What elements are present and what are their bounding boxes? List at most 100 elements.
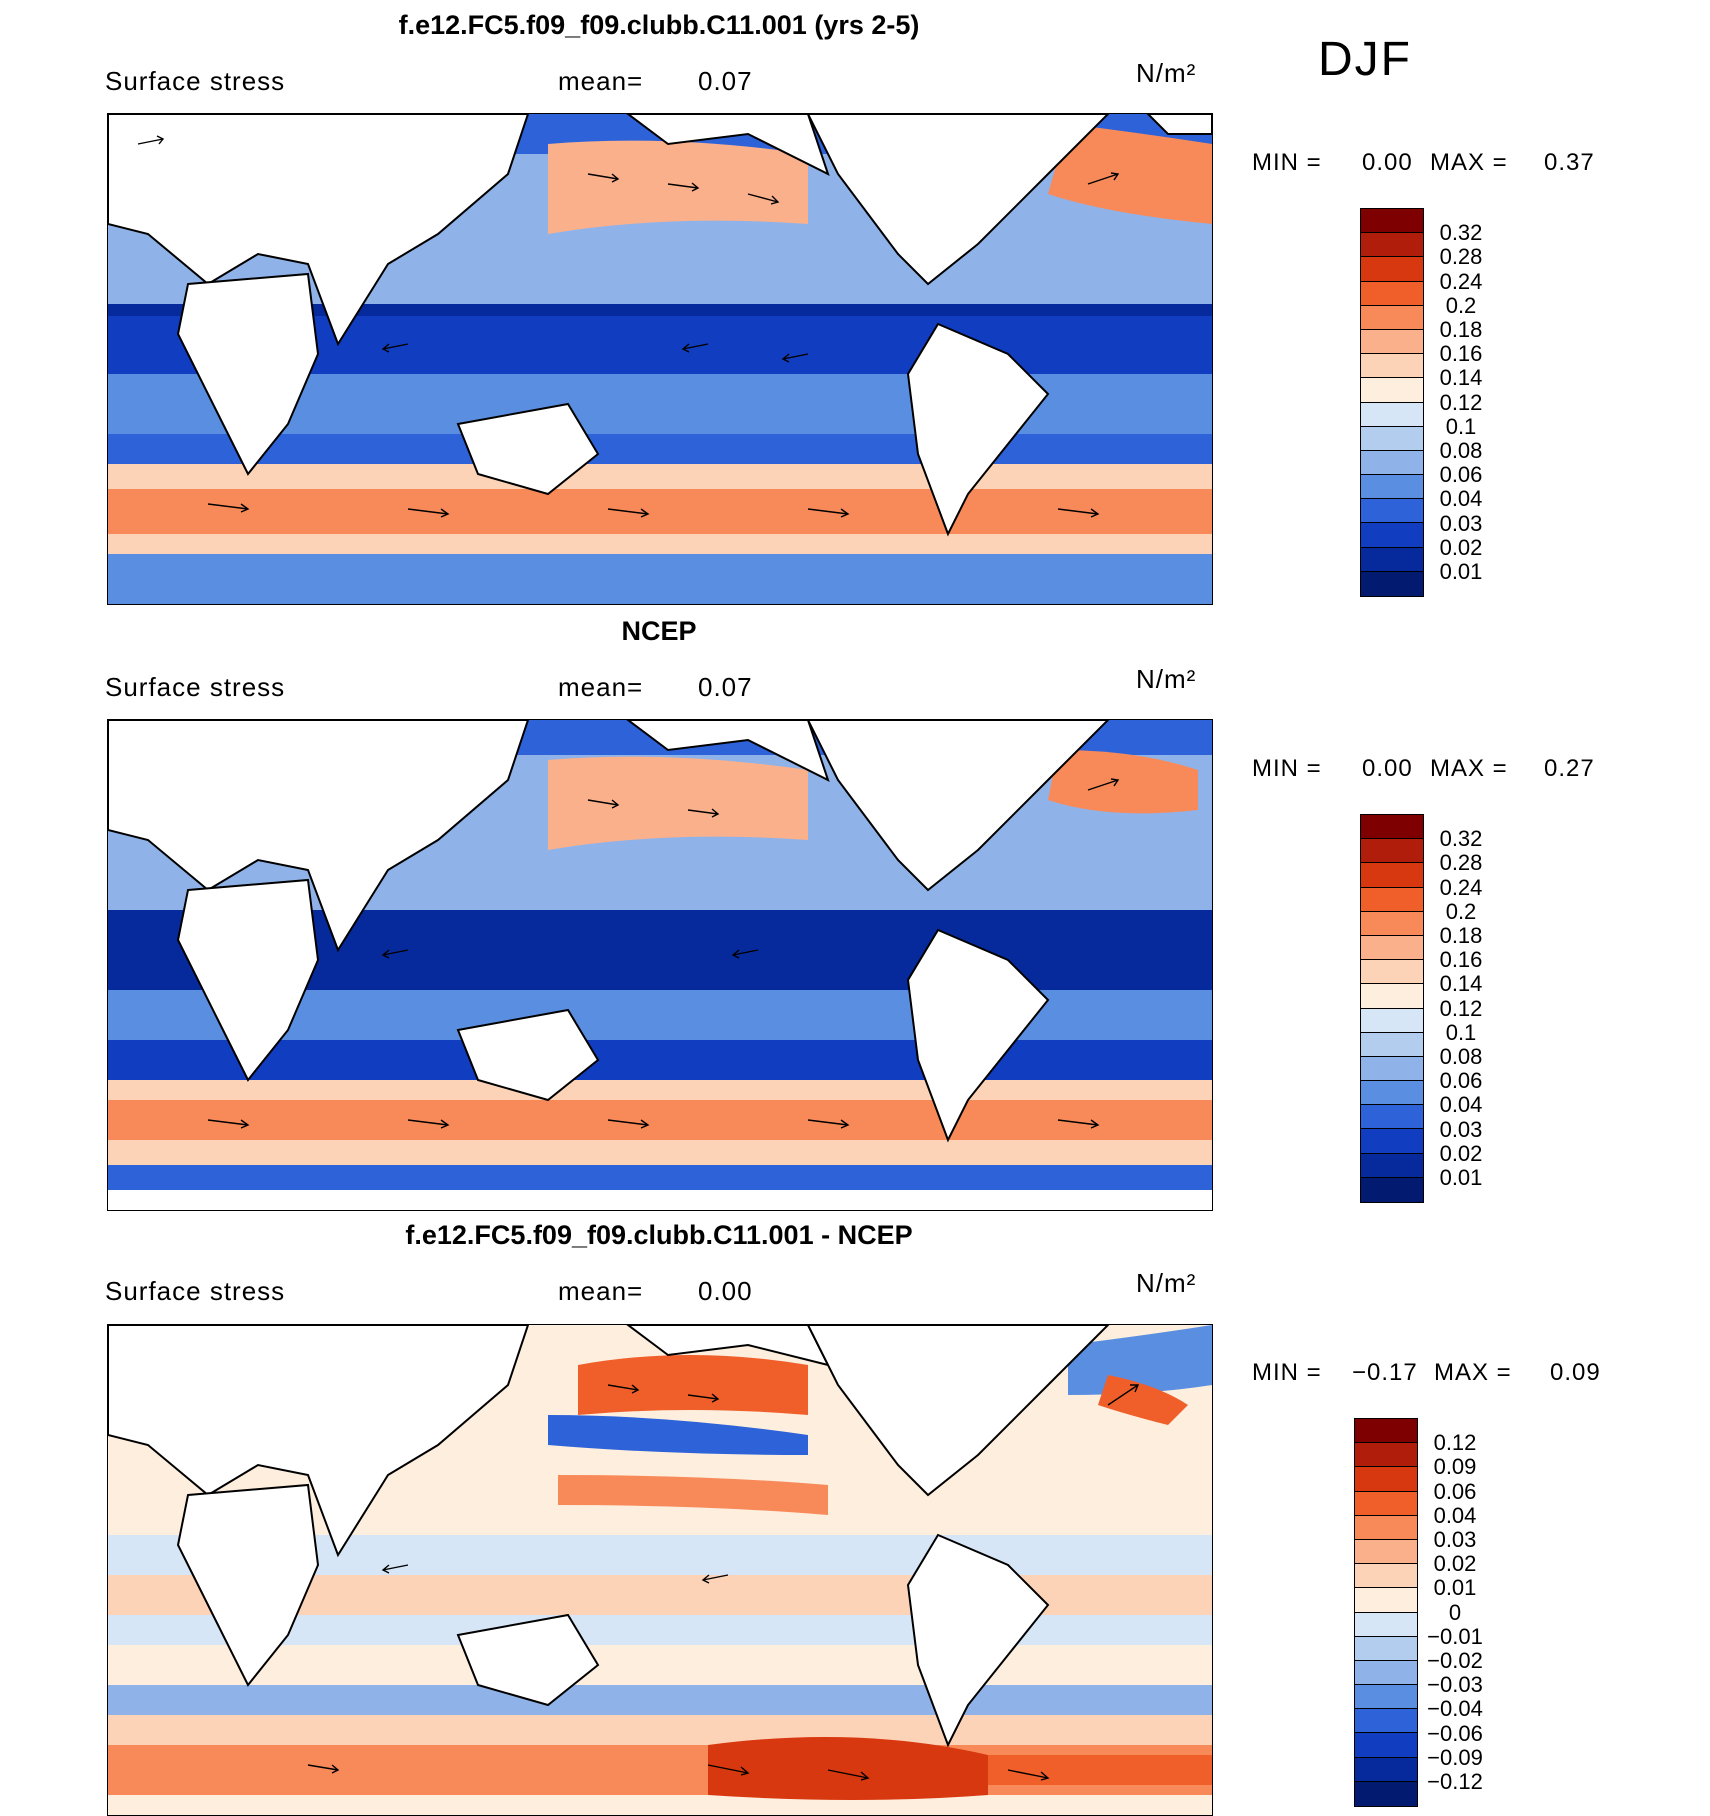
colorbar-tick-label: 0.2: [1445, 292, 1477, 318]
colorbar-tick-label: 0.14: [1439, 971, 1483, 997]
panel-2-field-label: Surface stress: [105, 672, 286, 702]
colorbar-tick-label: 0.04: [1439, 486, 1483, 512]
panel-1-mean-value: 0.07: [698, 66, 753, 96]
panel-3-colorbar-segment: [1355, 1685, 1417, 1710]
panel-3-field-label: Surface stress: [105, 1276, 286, 1306]
panel-3-colorbar-segment: [1355, 1467, 1417, 1492]
colorbar-tick-label: −0.02: [1427, 1648, 1483, 1673]
panel-1-vectors: [137, 135, 1120, 518]
colorbar-tick-label: 0.01: [1439, 1165, 1483, 1190]
colorbar-tick-label: 0.14: [1439, 365, 1483, 391]
colorbar-tick-label: 0.12: [1433, 1430, 1477, 1456]
panel-3-max-label: MAX =: [1434, 1359, 1512, 1386]
panel-1-map: [107, 113, 1213, 605]
panel-3-colorbar-segment: [1355, 1660, 1417, 1686]
colorbar-tick-label: 0.06: [1439, 1068, 1483, 1094]
colorbar-tick-label: 0.1: [1445, 1019, 1477, 1045]
panel-3-colorbar-segment: [1355, 1419, 1417, 1444]
panel-1-colorbar-segment: [1361, 233, 1423, 258]
panel-3-min-value: −0.17: [1352, 1359, 1418, 1386]
panel-3-colorbar-segment: [1355, 1636, 1417, 1661]
panel-2-colorbar-segment: [1361, 911, 1423, 936]
panel-2-map-svg: [108, 720, 1212, 1210]
panel-1-colorbar-segment: [1361, 354, 1423, 379]
season-label: DJF: [1318, 33, 1412, 86]
panel-3-colorbar-segment: [1355, 1612, 1417, 1637]
panel-1-colorbar-segment: [1361, 499, 1423, 524]
colorbar-tick-label: 0.12: [1439, 995, 1483, 1021]
panel-3-min-label: MIN =: [1252, 1359, 1322, 1386]
panel-3-mean-label: mean=: [558, 1276, 644, 1306]
panel-2-colorbar: [1360, 814, 1424, 1203]
panel-2-units: N/m²: [1136, 664, 1197, 694]
panel-2-mean-label: mean=: [558, 672, 644, 702]
panel-2-colorbar-segment: [1361, 1081, 1423, 1106]
colorbar-tick-label: 0.16: [1439, 947, 1483, 973]
colorbar-tick-label: −0.09: [1427, 1744, 1483, 1770]
panel-1-colorbar-segment: [1361, 378, 1423, 403]
panel-2-max-label: MAX =: [1430, 755, 1508, 782]
panel-3-mean-value: 0.00: [698, 1276, 753, 1306]
colorbar-tick-label: 0.32: [1439, 220, 1483, 246]
panel-2-mean-value: 0.07: [698, 672, 753, 702]
panel-2-colorbar-segment: [1361, 960, 1423, 985]
panel-1-colorbar-segment: [1361, 305, 1423, 330]
colorbar-tick-label: 0.03: [1439, 510, 1483, 536]
panel-3-colorbar: [1354, 1418, 1418, 1807]
colorbar-tick-label: 0.28: [1439, 850, 1483, 876]
panel-1-colorbar: [1360, 208, 1424, 597]
panel-1-colorbar-segment: [1361, 257, 1423, 282]
panel-3-colorbar-segment: [1355, 1491, 1417, 1516]
panel-2-colorbar-segment: [1361, 935, 1423, 961]
panel-3-colorbar-segment: [1355, 1443, 1417, 1468]
colorbar-tick-label: 0.06: [1439, 462, 1483, 488]
colorbar-tick-label: −0.12: [1427, 1769, 1483, 1794]
panel-1-colorbar-segment: [1361, 571, 1423, 596]
colorbar-tick-label: 0.28: [1439, 244, 1483, 270]
panel-1-colorbar-segment: [1361, 426, 1423, 451]
colorbar-tick-label: 0.12: [1439, 389, 1483, 415]
panel-1-max-label: MAX =: [1430, 149, 1508, 176]
panel-2-map: [107, 719, 1213, 1211]
panel-2-colorbar-segment: [1361, 1129, 1423, 1154]
panel-1-colorbar-segment: [1361, 523, 1423, 548]
colorbar-tick-label: −0.06: [1427, 1720, 1483, 1746]
colorbar-tick-label: 0.03: [1439, 1116, 1483, 1142]
colorbar-tick-label: 0.04: [1439, 1092, 1483, 1118]
colorbar-tick-label: 0.04: [1433, 1502, 1477, 1528]
colorbar-tick-label: 0.24: [1439, 874, 1483, 900]
panel-1-field-label: Surface stress: [105, 66, 286, 96]
panel-3-colorbar-segment: [1355, 1564, 1417, 1589]
colorbar-tick-label: 0.01: [1439, 559, 1483, 584]
panel-2-colorbar-segment: [1361, 1105, 1423, 1130]
colorbar-tick-label: 0.2: [1445, 898, 1477, 924]
panel-2-colorbar-segment: [1361, 815, 1423, 840]
colorbar-tick-label: 0.08: [1439, 438, 1483, 463]
panel-1-min-value: 0.00: [1362, 149, 1413, 176]
colorbar-tick-label: 0.01: [1433, 1575, 1477, 1601]
panel-3-colorbar-segment: [1355, 1515, 1417, 1540]
panel-3-colorbar-segment: [1355, 1709, 1417, 1734]
panel-1-colorbar-segment: [1361, 547, 1423, 572]
panel-1-title: f.e12.FC5.f09_f09.clubb.C11.001 (yrs 2-5…: [398, 10, 920, 40]
panel-1-map-svg: [108, 114, 1212, 604]
panel-2-colorbar-segment: [1361, 1032, 1423, 1057]
colorbar-tick-label: −0.03: [1427, 1672, 1483, 1698]
panel-2-colorbar-segment: [1361, 1177, 1423, 1202]
panel-3-colorbar-segment: [1355, 1588, 1417, 1613]
panel-2-colorbar-segment: [1361, 887, 1423, 912]
panel-1-min-label: MIN =: [1252, 149, 1322, 176]
colorbar-tick-label: 0.32: [1439, 826, 1483, 852]
panel-1-mean-label: mean=: [558, 66, 644, 96]
colorbar-tick-label: 0.02: [1433, 1551, 1477, 1577]
panel-2-max-value: 0.27: [1544, 755, 1595, 782]
colorbar-tick-label: 0.02: [1439, 1140, 1483, 1166]
panel-2-title: NCEP: [621, 616, 697, 646]
colorbar-tick-label: 0.06: [1433, 1478, 1477, 1504]
panel-1-colorbar-segment: [1361, 281, 1423, 306]
colorbar-tick-label: 0.03: [1433, 1527, 1477, 1552]
panel-3-map: [107, 1324, 1213, 1816]
colorbar-tick-label: 0.18: [1439, 923, 1483, 948]
colorbar-tick-label: −0.01: [1427, 1623, 1483, 1649]
colorbar-tick-label: 0.18: [1439, 317, 1483, 342]
